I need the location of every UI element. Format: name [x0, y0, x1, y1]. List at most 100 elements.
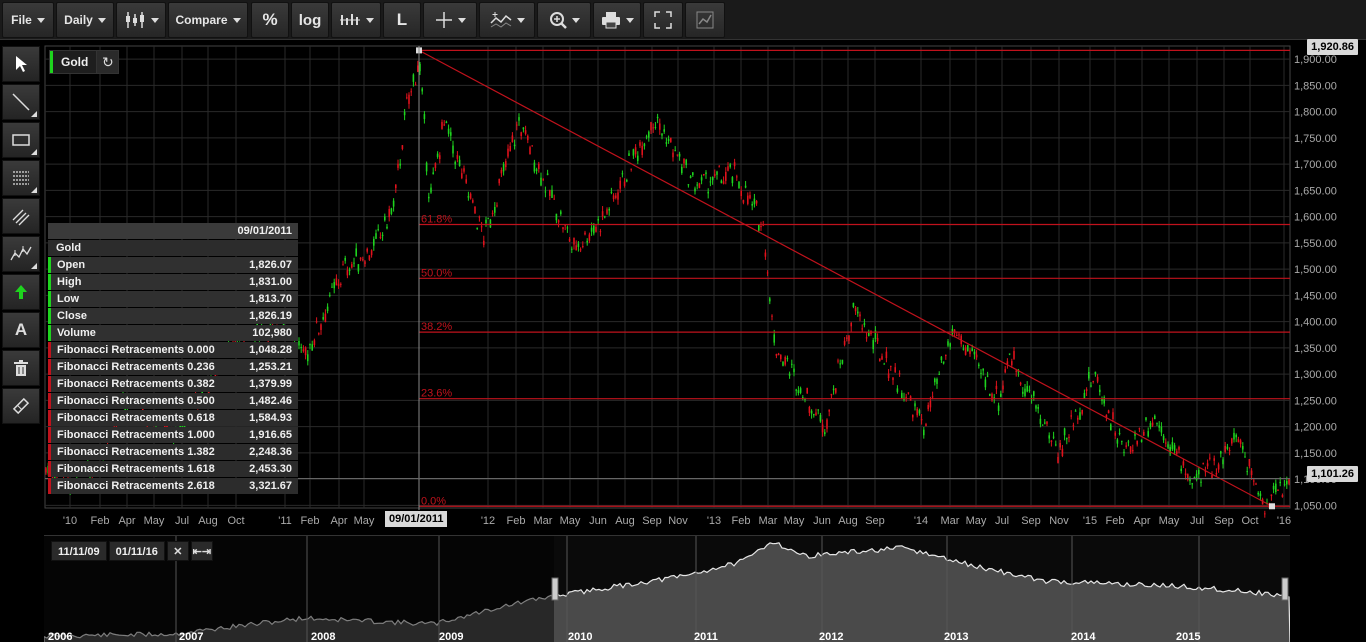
candle-body: [562, 227, 564, 230]
candle-body: [1244, 456, 1246, 458]
candle-body: [342, 264, 344, 266]
label-button[interactable]: L: [383, 2, 421, 38]
delete-tool[interactable]: [2, 350, 40, 386]
candle-body: [678, 153, 681, 157]
arrow-up-tool[interactable]: [2, 274, 40, 310]
candles-icon: [125, 12, 144, 28]
candle-body: [1033, 391, 1035, 396]
candle-body: [896, 388, 899, 392]
candle-body: [652, 127, 654, 129]
info-row: Volume 102,980: [48, 325, 298, 341]
info-row-value: 3,321.67: [249, 480, 292, 492]
refresh-icon[interactable]: ↻: [96, 51, 119, 73]
candle-body: [661, 133, 663, 136]
zoom-dropdown[interactable]: [537, 2, 591, 38]
candle-body: [45, 468, 47, 473]
info-row: Fibonacci Retracements 1.000 1,916.65: [48, 427, 298, 443]
candle-body: [1063, 428, 1066, 436]
candle-body: [1184, 473, 1187, 476]
candle-body: [980, 372, 982, 374]
info-row-label: Fibonacci Retracements 0.236: [57, 361, 215, 373]
candle-body: [384, 216, 386, 221]
y-tick-label: 1,250.00: [1294, 395, 1337, 407]
candle-body: [920, 419, 923, 421]
pointer-tool[interactable]: [2, 46, 40, 82]
fib-level-label: 50.0%: [421, 267, 452, 279]
eraser-tool[interactable]: [2, 388, 40, 424]
print-dropdown[interactable]: [593, 2, 641, 38]
candle-body: [494, 206, 496, 213]
log-scale-button[interactable]: log: [291, 2, 329, 38]
x-tick-label: '13: [707, 515, 721, 527]
x-tick-label: Sep: [642, 515, 662, 527]
candle-body: [1077, 417, 1079, 420]
candle-body: [1072, 425, 1075, 427]
candle-body: [753, 198, 756, 205]
range-navigator[interactable]: 2006 2007 2008 2009 2010 2011 2012 2013 2014 2015: [43, 535, 1305, 642]
candle-body: [522, 127, 525, 130]
candle-body: [848, 335, 850, 341]
studies-dropdown[interactable]: [479, 2, 535, 38]
line-tool[interactable]: [2, 84, 40, 120]
expand-range-icon[interactable]: ⇤⇥: [190, 541, 213, 561]
candle-body: [386, 226, 388, 229]
chevron-down-icon: [365, 17, 374, 23]
candle-body: [542, 179, 544, 181]
close-icon[interactable]: ✕: [166, 541, 189, 561]
chevron-down-icon: [457, 17, 466, 23]
range-end-date[interactable]: 01/11/16: [108, 541, 165, 561]
candle-body: [1162, 435, 1165, 441]
candle-body: [1173, 445, 1176, 451]
info-row-value: 1,482.46: [249, 395, 292, 407]
candle-body: [307, 354, 309, 362]
candle-body: [703, 174, 705, 176]
candle-body: [1008, 353, 1011, 355]
file-menu-button[interactable]: File: [2, 2, 54, 38]
chart-settings-button[interactable]: [685, 2, 725, 38]
y-tick-label: 1,900.00: [1294, 54, 1337, 66]
candle-body: [425, 162, 428, 172]
text-tool[interactable]: A: [2, 312, 40, 348]
navigator-svg[interactable]: 2006 2007 2008 2009 2010 2011 2012 2013 2014 2015: [43, 536, 1305, 642]
candle-body: [1198, 470, 1200, 475]
candle-body: [813, 413, 815, 416]
candle-body: [747, 195, 749, 204]
candle-body: [894, 367, 896, 372]
pattern-tool[interactable]: [2, 236, 40, 272]
candle-body: [432, 172, 434, 175]
candle-body: [1180, 468, 1182, 472]
series-legend[interactable]: Gold ↻: [49, 50, 120, 74]
indicators-dropdown[interactable]: [331, 2, 381, 38]
candle-body: [428, 196, 430, 199]
interval-dropdown[interactable]: Daily: [56, 2, 114, 38]
candle-body: [577, 243, 580, 247]
crosshair-dropdown[interactable]: [423, 2, 477, 38]
percent-button[interactable]: %: [251, 2, 289, 38]
range-start-date[interactable]: 11/11/09: [51, 541, 107, 561]
fullscreen-button[interactable]: [643, 2, 683, 38]
candle-body: [958, 334, 960, 336]
candle-body: [1193, 477, 1196, 479]
candle-body: [654, 126, 657, 128]
candle-body: [469, 193, 472, 199]
candle-body: [1191, 483, 1193, 485]
candle-body: [1143, 431, 1145, 436]
fibonacci-tool[interactable]: [2, 160, 40, 196]
candle-body: [890, 365, 892, 367]
navigator-year-label: 2012: [819, 631, 843, 642]
compare-dropdown[interactable]: Compare: [168, 2, 248, 38]
x-tick-label: Apr: [330, 515, 347, 527]
info-row-label: Fibonacci Retracements 1.618: [57, 463, 215, 475]
candle-body: [1024, 388, 1026, 396]
print-icon: [601, 12, 620, 29]
candle-body: [1151, 422, 1154, 426]
rectangle-tool[interactable]: [2, 122, 40, 158]
candle-body: [381, 234, 384, 237]
candle-body: [456, 155, 459, 159]
arrow-up-icon: [15, 285, 27, 299]
chart-type-dropdown[interactable]: [116, 2, 166, 38]
parallel-lines-tool[interactable]: [2, 198, 40, 234]
candle-body: [337, 283, 340, 286]
candle-body: [1259, 493, 1262, 496]
